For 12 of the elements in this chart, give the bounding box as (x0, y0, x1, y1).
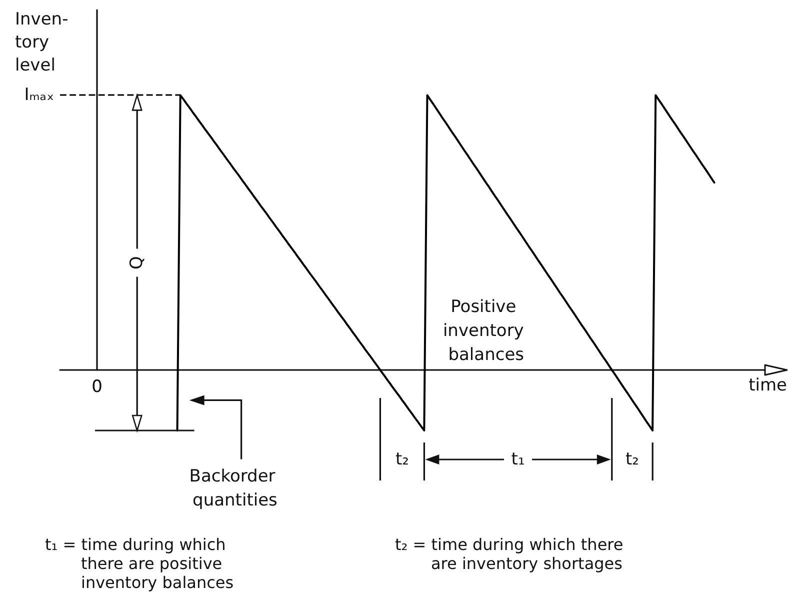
annotation: Q (127, 256, 148, 270)
x-axis-title: time (748, 376, 787, 396)
text: t₂ (625, 449, 639, 470)
y-axis-title: Inven- tory level (15, 10, 68, 76)
annotation: Positive inventory balances (442, 297, 530, 365)
text: t₂ = time during which there are inventory shortages (395, 535, 624, 573)
annotation: 0 (92, 377, 102, 397)
ref-line-label: Iₘₐₓ (24, 85, 54, 106)
text: t₁ = time during which there are positive inventory balances (45, 535, 235, 592)
text: t₁ (511, 449, 525, 470)
text: t₂ (395, 449, 409, 470)
text: Backorder quantities (187, 466, 278, 510)
